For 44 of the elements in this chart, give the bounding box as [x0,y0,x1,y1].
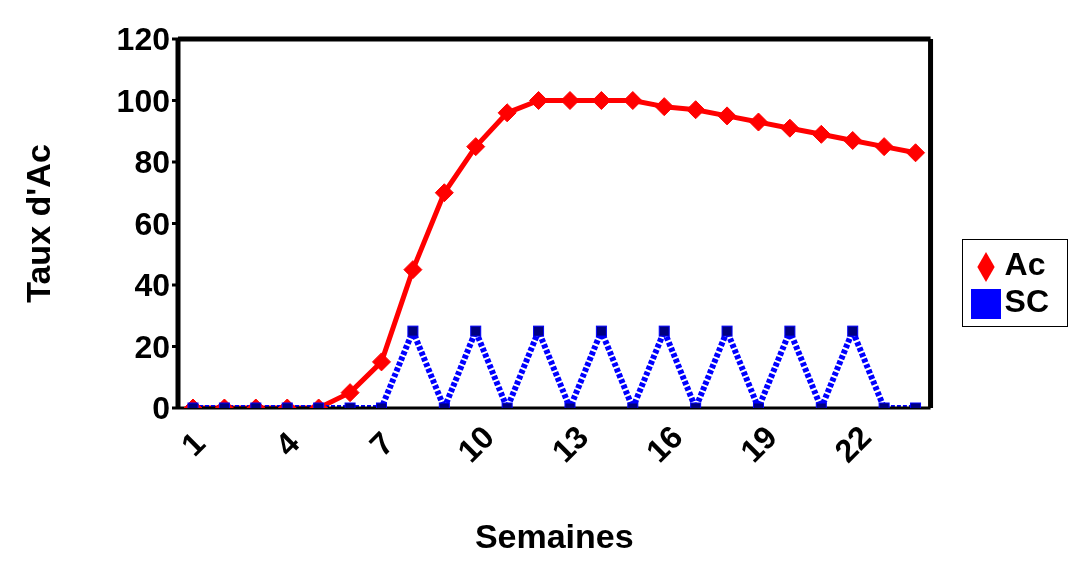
point [407,325,419,337]
point [780,118,800,138]
point [466,137,486,157]
point [686,100,706,120]
point [470,325,482,337]
legend-label: SC [1004,283,1049,319]
point [658,325,670,337]
y-tick-label: 40 [134,267,170,304]
x-tick-label: 4 [268,424,307,464]
point [497,103,517,123]
point [560,91,580,110]
y-tick-label: 120 [116,21,170,58]
point [595,325,607,337]
x-tick-label: 7 [362,424,401,464]
point [654,97,674,117]
point [591,91,611,110]
y-tick-label: 60 [134,205,170,242]
y-tick-label: 100 [116,82,170,119]
point [434,183,454,203]
x-tick-label: 13 [544,418,596,470]
point [906,143,926,163]
y-axis-title: Taux d'Ac [19,144,58,303]
x-axis-title: Semaines [474,517,634,555]
x-tick-label: 1 [173,424,213,464]
point [533,325,545,337]
point [843,130,863,150]
x-tick-label: 19 [733,418,784,470]
point [847,325,859,337]
point [748,112,768,132]
point [874,137,894,157]
x-tick-label: 16 [638,418,690,470]
point [717,106,737,126]
x-tick-label: 22 [827,418,879,470]
point [811,124,831,144]
point [623,91,643,110]
x-tick-label: 10 [450,418,502,470]
point [529,91,549,110]
legend-label: Ac [1004,246,1046,282]
y-tick-label: 20 [134,328,170,365]
point [784,325,796,337]
y-tick-label: 80 [134,144,170,181]
y-tick-label: 0 [152,390,170,427]
point [403,260,423,280]
point [721,325,733,337]
